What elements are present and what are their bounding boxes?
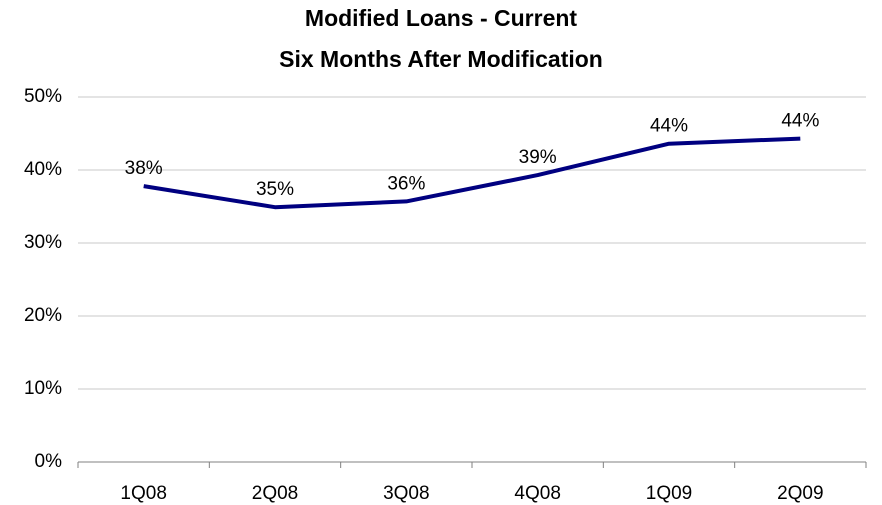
series-line — [143, 136, 801, 210]
y-tick-label: 20% — [24, 305, 62, 326]
chart-title: Modified Loans - Current — [305, 5, 578, 31]
x-tick-label: 2Q09 — [777, 483, 823, 504]
y-tick-label: 40% — [24, 159, 62, 180]
y-tick-label: 0% — [35, 451, 63, 472]
data-label: 44% — [650, 116, 688, 137]
x-tick-label: 2Q08 — [252, 483, 298, 504]
data-label: 36% — [387, 173, 425, 194]
y-tick-label: 10% — [24, 378, 62, 399]
x-tick-label: 1Q09 — [646, 483, 692, 504]
data-label: 44% — [781, 111, 819, 132]
chart-subtitle: Six Months After Modification — [279, 46, 603, 72]
data-label: 35% — [256, 179, 294, 200]
x-tick-label: 4Q08 — [514, 483, 560, 504]
y-tick-label: 50% — [24, 86, 62, 107]
x-tick-label: 1Q08 — [120, 483, 166, 504]
x-tick-label: 3Q08 — [383, 483, 429, 504]
data-label: 38% — [125, 158, 163, 179]
y-tick-label: 30% — [24, 232, 62, 253]
data-label: 39% — [519, 147, 557, 168]
